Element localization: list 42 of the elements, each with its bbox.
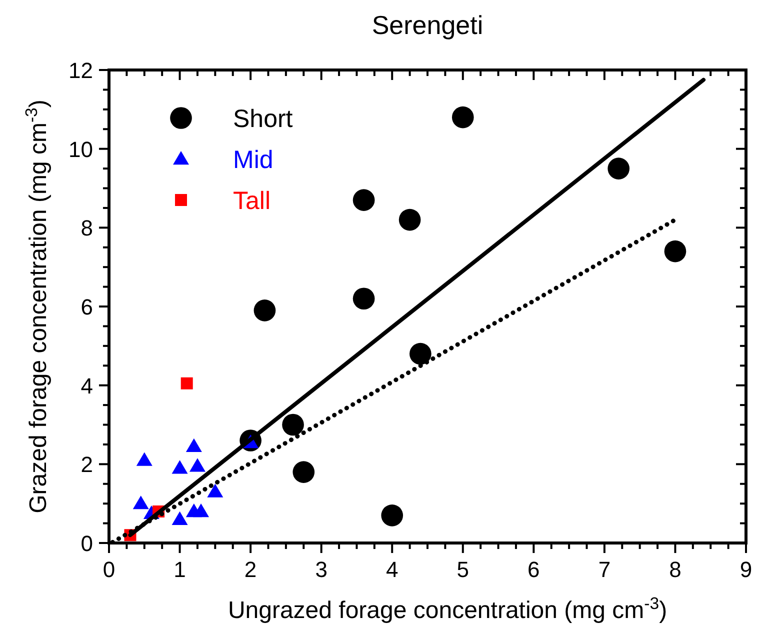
point xyxy=(381,504,404,526)
x-tick-label: 6 xyxy=(528,557,540,582)
point xyxy=(352,189,375,211)
y-tick-label: 2 xyxy=(80,452,93,478)
chart-title: Serengeti xyxy=(372,10,484,40)
y-tick-label: 0 xyxy=(80,531,93,556)
legend-label: Short xyxy=(233,105,293,133)
x-tick-label: 5 xyxy=(456,557,470,582)
legend-label: Tall xyxy=(233,187,271,215)
y-tick-label: 12 xyxy=(68,58,93,83)
x-tick-label: 2 xyxy=(244,557,257,582)
x-tick-label: 1 xyxy=(174,557,186,582)
point xyxy=(352,288,375,310)
x-tick-label: 8 xyxy=(669,557,682,582)
x-tick-label: 3 xyxy=(315,557,328,582)
point xyxy=(172,511,188,525)
point xyxy=(207,484,224,498)
y-tick-label: 4 xyxy=(80,373,93,398)
point xyxy=(172,460,188,474)
y-tick-label: 6 xyxy=(80,294,93,320)
point xyxy=(180,377,193,390)
point xyxy=(398,208,421,231)
point xyxy=(186,438,202,452)
point xyxy=(282,414,304,436)
point xyxy=(254,300,276,322)
x-tick-label: 0 xyxy=(102,557,116,582)
point xyxy=(193,503,210,518)
point xyxy=(452,106,474,128)
point xyxy=(132,496,149,510)
x-tick-label: 4 xyxy=(386,557,398,582)
x-tick-label: 9 xyxy=(740,557,752,582)
x-axis-title: Ungrazed forage concentration (mg cm$^{-3}$) xyxy=(228,594,668,624)
point xyxy=(136,452,152,466)
point xyxy=(189,458,206,472)
point xyxy=(608,158,630,180)
x-tick-label: 7 xyxy=(598,557,611,582)
point xyxy=(664,240,686,262)
point xyxy=(292,461,315,483)
y-tick-label: 8 xyxy=(80,216,93,241)
point xyxy=(410,342,432,365)
legend-label: Mid xyxy=(233,146,274,174)
y-tick-label: 10 xyxy=(68,136,93,162)
